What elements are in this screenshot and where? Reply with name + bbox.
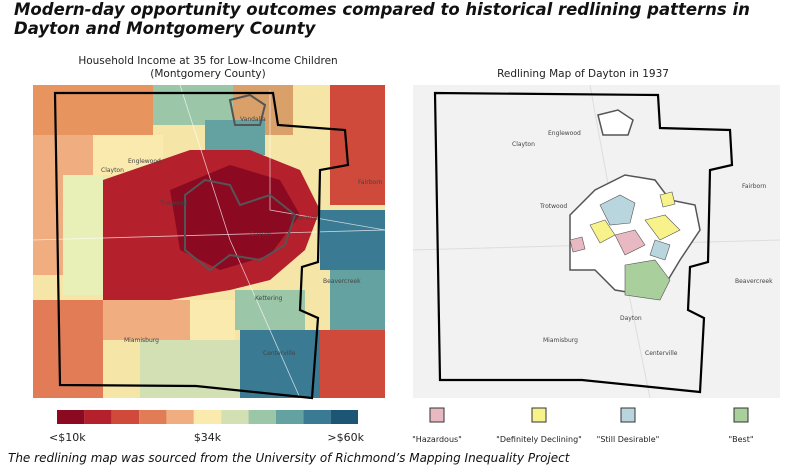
place-label: Riverside <box>290 215 318 222</box>
legend-swatch <box>275 410 304 424</box>
legend-label: "Still Desirable" <box>597 435 660 444</box>
place-label: Centerville <box>263 350 296 357</box>
legend-label: "Definitely Declining" <box>496 435 582 444</box>
caption: The redlining map was sourced from the U… <box>8 451 570 465</box>
legend-swatch <box>111 410 140 424</box>
legend-swatch <box>330 410 358 424</box>
legend-swatch <box>248 410 276 424</box>
legend-swatch <box>221 410 249 424</box>
legend-label: "Best" <box>728 435 753 444</box>
place-label: Trotwood <box>159 200 187 207</box>
place-label: Trotwood <box>539 203 567 210</box>
map-title: Household Income at 35 for Low-Income Ch… <box>78 55 337 67</box>
place-label: Clayton <box>101 167 124 174</box>
page-title: Modern-day opportunity outcomes compared… <box>14 0 750 38</box>
legends: <$10k $34k >$60k "Hazardous" "Definitely Dec… <box>49 407 754 444</box>
place-label: Vandalia <box>240 116 266 123</box>
legend-label: $34k <box>194 431 222 444</box>
place-label: Englewood <box>128 158 161 165</box>
redlining-map: Englewood Clayton Trotwood Fairborn Beav… <box>412 84 781 399</box>
legend-label: <$10k <box>49 431 86 444</box>
legend-swatch <box>303 410 331 424</box>
place-label: Miamisburg <box>543 337 578 344</box>
map-title: Redlining Map of Dayton in 1937 <box>497 68 669 80</box>
place-label: Beavercreek <box>323 278 361 285</box>
place-label: Dayton <box>250 231 272 238</box>
legend-swatch <box>193 410 222 424</box>
place-label: Clayton <box>512 141 535 148</box>
legend-swatch <box>166 410 194 424</box>
legend-swatch <box>139 410 167 424</box>
legend-swatch <box>57 410 85 424</box>
place-label: Beavercreek <box>735 278 773 285</box>
legend-swatch <box>84 410 112 424</box>
place-label: Fairborn <box>358 179 383 186</box>
place-label: Miamisburg <box>124 337 159 344</box>
legend-label: >$60k <box>327 431 364 444</box>
legend-swatch <box>620 407 636 423</box>
income-map: Englewood Vandalia Clayton Trotwood Rive… <box>32 84 386 400</box>
place-label: Dayton <box>620 315 642 322</box>
legend-label: "Hazardous" <box>412 435 462 444</box>
place-label: Kettering <box>255 295 283 302</box>
legend-swatch <box>531 407 547 423</box>
legend-swatch <box>733 407 749 423</box>
place-label: Centerville <box>645 350 678 357</box>
place-label: Fairborn <box>742 183 767 190</box>
map-title: (Montgomery County) <box>150 68 266 80</box>
place-label: Englewood <box>548 130 581 137</box>
legend-swatch <box>429 407 445 423</box>
